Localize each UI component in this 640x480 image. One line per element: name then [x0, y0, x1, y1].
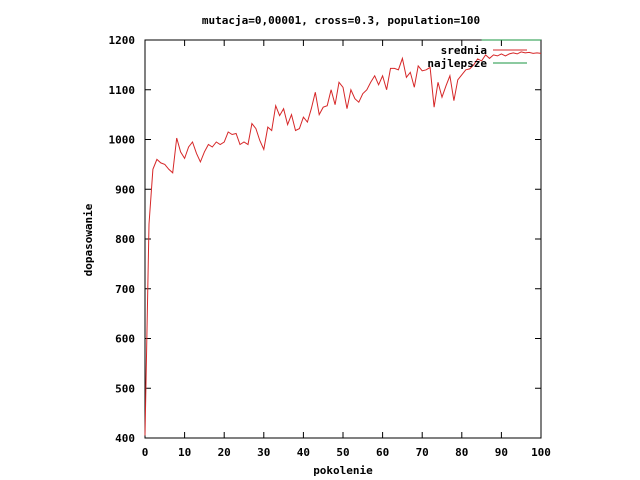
y-tick-label: 900	[115, 183, 135, 196]
y-tick-label: 400	[115, 432, 135, 445]
x-tick-label: 50	[336, 446, 349, 459]
y-tick-label: 800	[115, 233, 135, 246]
y-tick-label: 600	[115, 333, 135, 346]
x-tick-label: 70	[416, 446, 429, 459]
x-axis-label: pokolenie	[313, 464, 373, 477]
x-tick-label: 10	[178, 446, 191, 459]
y-tick-label: 700	[115, 283, 135, 296]
y-tick-label: 1200	[109, 34, 136, 47]
x-tick-label: 20	[218, 446, 231, 459]
series-line-srednia	[144, 51, 542, 436]
x-tick-label: 60	[376, 446, 389, 459]
chart-title: mutacja=0,00001, cross=0.3, population=1…	[202, 14, 480, 27]
x-tick-label: 0	[142, 446, 149, 459]
x-axis: 0 10 20 30 40 50 60 70 80 90 100	[142, 40, 551, 459]
plot-frame	[144, 39, 542, 439]
series-layer	[144, 39, 542, 436]
x-tick-label: 40	[297, 446, 310, 459]
x-tick-label: 100	[531, 446, 551, 459]
y-tick-label: 500	[115, 382, 135, 395]
y-tick-label: 1100	[109, 84, 136, 97]
y-axis: 400 500 600 700 800 900 1000 1100 1200	[109, 34, 541, 445]
x-tick-label: 80	[455, 446, 468, 459]
legend-label-najlepsze: najlepsze	[427, 57, 487, 70]
y-tick-label: 1000	[109, 134, 136, 147]
x-tick-label: 30	[257, 446, 270, 459]
legend-label-srednia: srednia	[441, 44, 487, 57]
y-axis-label: dopasowanie	[82, 203, 95, 276]
x-tick-label: 90	[495, 446, 508, 459]
